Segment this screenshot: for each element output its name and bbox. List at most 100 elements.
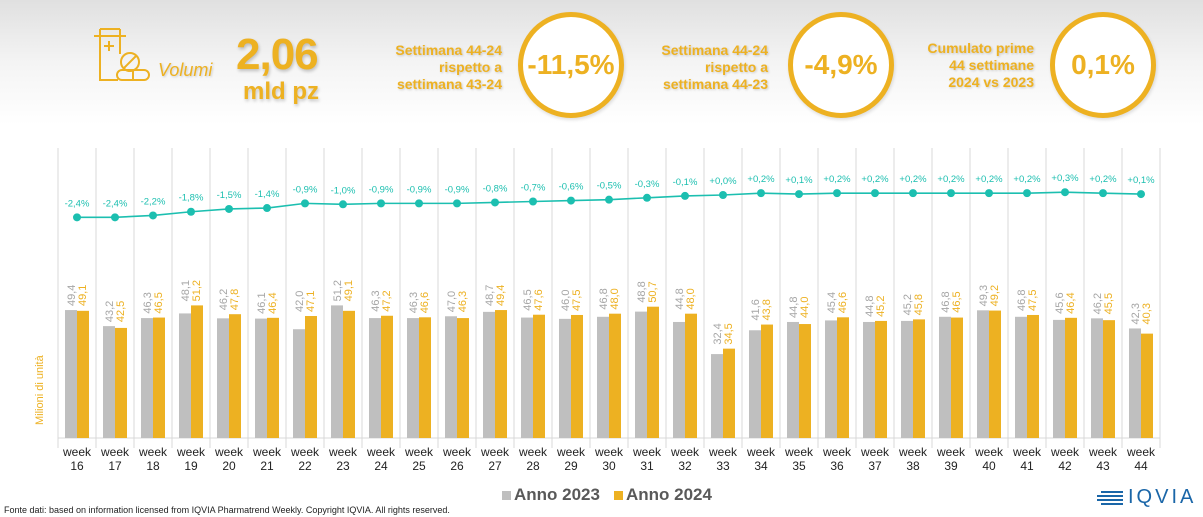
bar-anno-2024 [761, 324, 773, 438]
bar-label-2023: 45,6 [1054, 292, 1066, 313]
bar-anno-2023 [635, 311, 647, 438]
x-tick-label-week: week [138, 445, 168, 459]
bar-label-2023: 51,2 [332, 280, 344, 301]
weekly-volume-chart: 49,4 49,143,2 42,5 46,3 46,548,1 51,2 46,2 47,8… [57, 148, 1161, 470]
bar-label-2024: 47,1 [305, 291, 317, 312]
bar-anno-2023 [179, 313, 191, 438]
cumulative-change-point [301, 199, 309, 208]
iqvia-logo-mark-icon [1097, 490, 1123, 505]
x-tick-label-week: week [62, 445, 92, 459]
bar-label-2023: 46,0 [560, 290, 572, 311]
bar-label-2024: 47,5 [571, 290, 583, 311]
bar-anno-2023 [1091, 318, 1103, 438]
cumulative-change-label: -2,2% [141, 196, 166, 207]
bar-anno-2023 [787, 321, 799, 438]
bar-label-2024: 43,8 [761, 299, 773, 320]
bar-label-2024: 47,6 [533, 289, 545, 310]
x-tick-label-week: week [746, 445, 776, 459]
bar-anno-2023 [673, 321, 685, 438]
x-tick-label-number: 21 [260, 459, 274, 470]
bar-anno-2024 [1103, 320, 1115, 438]
x-tick-label-week: week [556, 445, 586, 459]
bar-label-2023: 49,4 [66, 285, 78, 306]
cumulative-change-label: -0,9% [293, 184, 318, 195]
cumulative-change-label: -0,6% [559, 182, 584, 193]
bar-label-2023: 32,4 [712, 323, 724, 344]
volumi-value: 2,06 [236, 30, 319, 79]
x-tick-label-number: 28 [526, 459, 540, 470]
x-tick-label-week: week [1088, 445, 1118, 459]
x-tick-label-week: week [594, 445, 624, 459]
bar-anno-2024 [571, 314, 583, 438]
bar-anno-2023 [141, 318, 153, 438]
x-tick-label-week: week [708, 445, 738, 459]
x-tick-label-week: week [822, 445, 852, 459]
gridlines [57, 148, 1161, 448]
x-tick-label-number: 39 [944, 459, 958, 470]
bar-anno-2023 [1015, 316, 1027, 438]
x-tick-label-number: 31 [640, 459, 654, 470]
bar-label-2023: 49,3 [978, 285, 990, 306]
cumulative-change-point [719, 191, 727, 199]
bar-value-labels: 49,4 49,143,2 42,5 46,3 46,548,1 51,2 46,2 47,8… [66, 280, 1153, 345]
bar-label-2023: 46,1 [256, 292, 268, 313]
bar-anno-2024 [343, 310, 355, 438]
bar-anno-2023 [521, 317, 533, 438]
cumulative-change-label: -0,1% [673, 177, 698, 188]
bar-label-2023: 46,3 [142, 292, 154, 313]
cumulative-change-point [1137, 190, 1145, 199]
bar-label-2024: 46,6 [419, 292, 431, 313]
bar-label-2023: 44,8 [788, 297, 800, 318]
bar-label-2023: 46,5 [522, 289, 534, 310]
iqvia-logo: IQVIA [1097, 486, 1196, 509]
kpi-weekly-vs-prev-week-value: -11,5% [518, 12, 624, 118]
cumulative-change-line: -2,4% -2,4% -2,2% -1,8% -1,5% -1,4% -0,9% -1,0%… [65, 173, 1155, 222]
x-tick-label-number: 16 [70, 459, 84, 470]
cumulative-change-label: -0,7% [521, 183, 546, 194]
bar-anno-2024 [875, 320, 887, 438]
bar-anno-2023 [407, 318, 419, 438]
x-tick-label-number: 36 [830, 459, 844, 470]
x-tick-label-number: 37 [868, 459, 882, 470]
cumulative-change-point [111, 213, 119, 222]
bar-label-2024: 47,8 [229, 289, 241, 310]
x-axis: week16week17week18week19week20week21week… [62, 445, 1156, 470]
legend-label-2024: Anno 2024 [625, 485, 712, 504]
x-tick-label-week: week [328, 445, 358, 459]
bar-label-2024: 46,3 [457, 291, 469, 312]
cumulative-change-point [263, 204, 271, 213]
x-tick-label-number: 29 [564, 459, 578, 470]
cumulative-change-point [985, 189, 993, 198]
cumulative-change-point [1023, 189, 1031, 198]
bar-anno-2024 [305, 316, 317, 438]
bar-label-2024: 45,2 [875, 296, 887, 317]
bar-label-2024: 44,0 [799, 297, 811, 318]
bar-anno-2024 [1065, 317, 1077, 438]
x-tick-label-week: week [784, 445, 814, 459]
cumulative-change-label: -0,9% [407, 184, 432, 195]
cumulative-change-point [1099, 189, 1107, 198]
bar-label-2023: 45,4 [826, 292, 838, 313]
bar-anno-2024 [533, 314, 545, 438]
x-tick-label-week: week [670, 445, 700, 459]
x-tick-label-number: 38 [906, 459, 920, 470]
bar-anno-2023 [1129, 328, 1141, 438]
bar-anno-2024 [647, 306, 659, 438]
x-tick-label-week: week [366, 445, 396, 459]
cumulative-change-point [643, 193, 651, 202]
bar-label-2024: 46,4 [1065, 292, 1077, 313]
x-tick-label-number: 34 [754, 459, 768, 470]
bar-anno-2024 [381, 315, 393, 438]
bar-label-2023: 46,2 [218, 289, 230, 310]
x-tick-label-number: 27 [488, 459, 502, 470]
x-tick-label-number: 23 [336, 459, 350, 470]
bar-anno-2024 [77, 310, 89, 438]
cumulative-change-point [225, 204, 233, 213]
kpi-header: Volumi 2,06 mld pz Settimana 44-24 rispe… [0, 0, 1203, 125]
bar-label-2024: 45,5 [1103, 293, 1115, 314]
x-tick-label-number: 41 [1020, 459, 1034, 470]
cumulative-change-label: +0,0% [709, 176, 737, 187]
cumulative-change-point [947, 189, 955, 198]
bar-anno-2023 [103, 326, 115, 438]
bar-label-2023: 46,3 [370, 290, 382, 311]
